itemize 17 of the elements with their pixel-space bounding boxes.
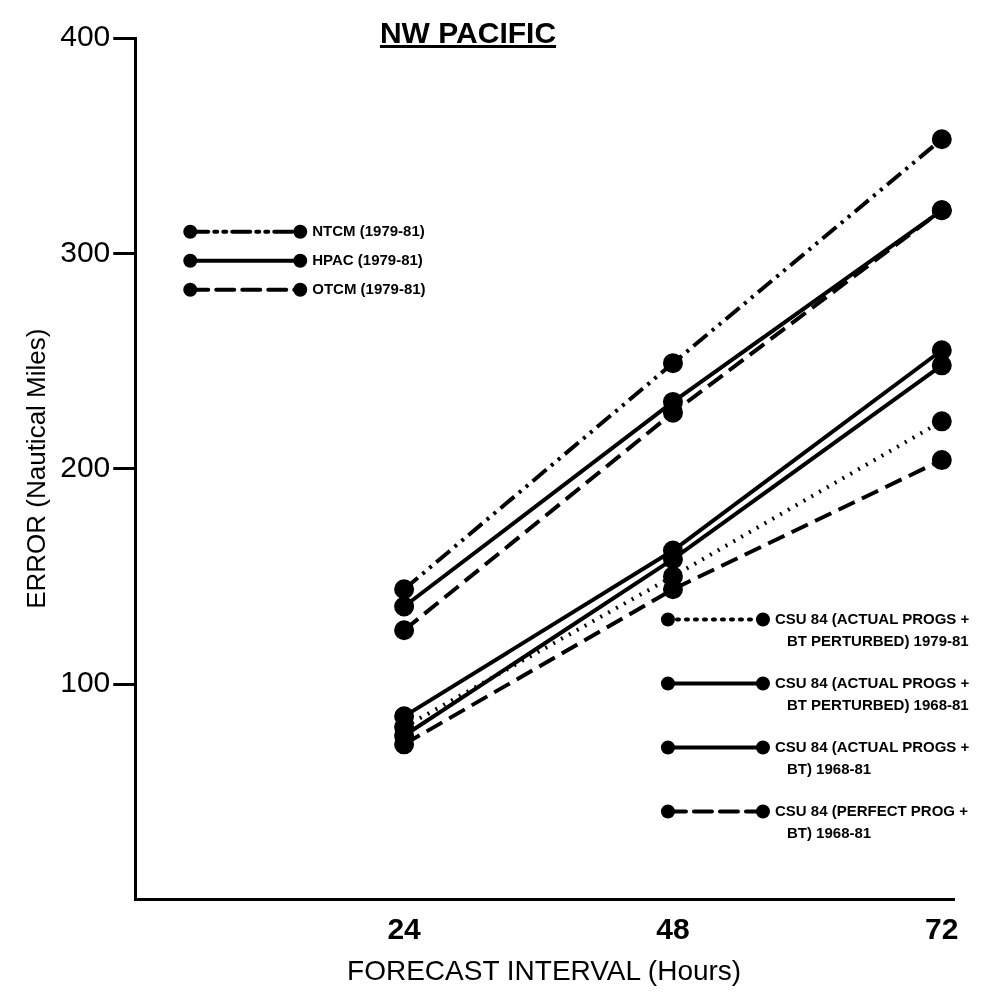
legend-label: HPAC (1979-81) [312,250,423,268]
chart-title: NW PACIFIC [378,16,558,50]
legend-label: CSU 84 (PERFECT PROG + BT) 1968-81 [774,801,969,841]
legend-label: CSU 84 (ACTUAL PROGS + BT PERTURBED) 1979-81 [774,609,970,649]
y-tick-label: 300 [60,234,111,268]
y-axis-title: ERROR (Nautical Miles) [20,328,51,609]
legend-label: OTCM (1979-81) [312,279,426,297]
x-tick-label: 24 [387,911,422,945]
y-tick-label: 100 [60,665,111,699]
y-tick-label: 400 [60,19,111,53]
x-axis-title: FORECAST INTERVAL (Hours) [347,954,742,986]
x-tick-label: 72 [925,911,959,945]
legend-label: CSU 84 (ACTUAL PROGS + BT PERTURBED) 1968-81 [774,673,970,713]
x-tick-label: 48 [656,911,690,945]
legend-label: NTCM (1979-81) [312,221,425,239]
legend-label: CSU 84 (ACTUAL PROGS + BT) 1968-81 [774,737,970,777]
y-tick-label: 200 [60,449,111,483]
